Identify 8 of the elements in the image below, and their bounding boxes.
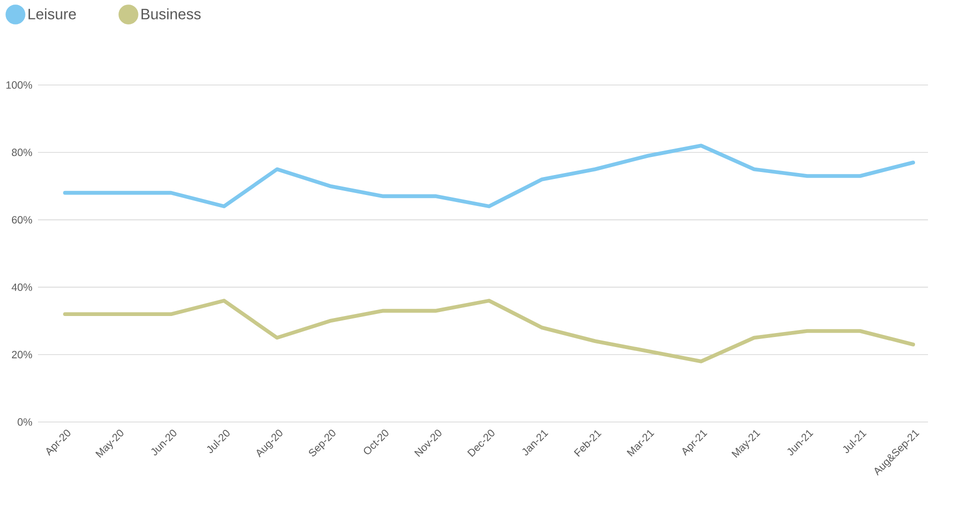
y-tick-label: 60% xyxy=(12,216,32,224)
legend-label: Leisure xyxy=(28,8,76,20)
legend-label: Business xyxy=(142,8,201,20)
y-tick-label: 40% xyxy=(12,283,32,291)
y-tick-label: 20% xyxy=(12,350,32,358)
y-tick-label: 100% xyxy=(6,81,32,89)
y-tick-label: 80% xyxy=(12,148,32,156)
y-tick-label: 0% xyxy=(18,418,32,426)
